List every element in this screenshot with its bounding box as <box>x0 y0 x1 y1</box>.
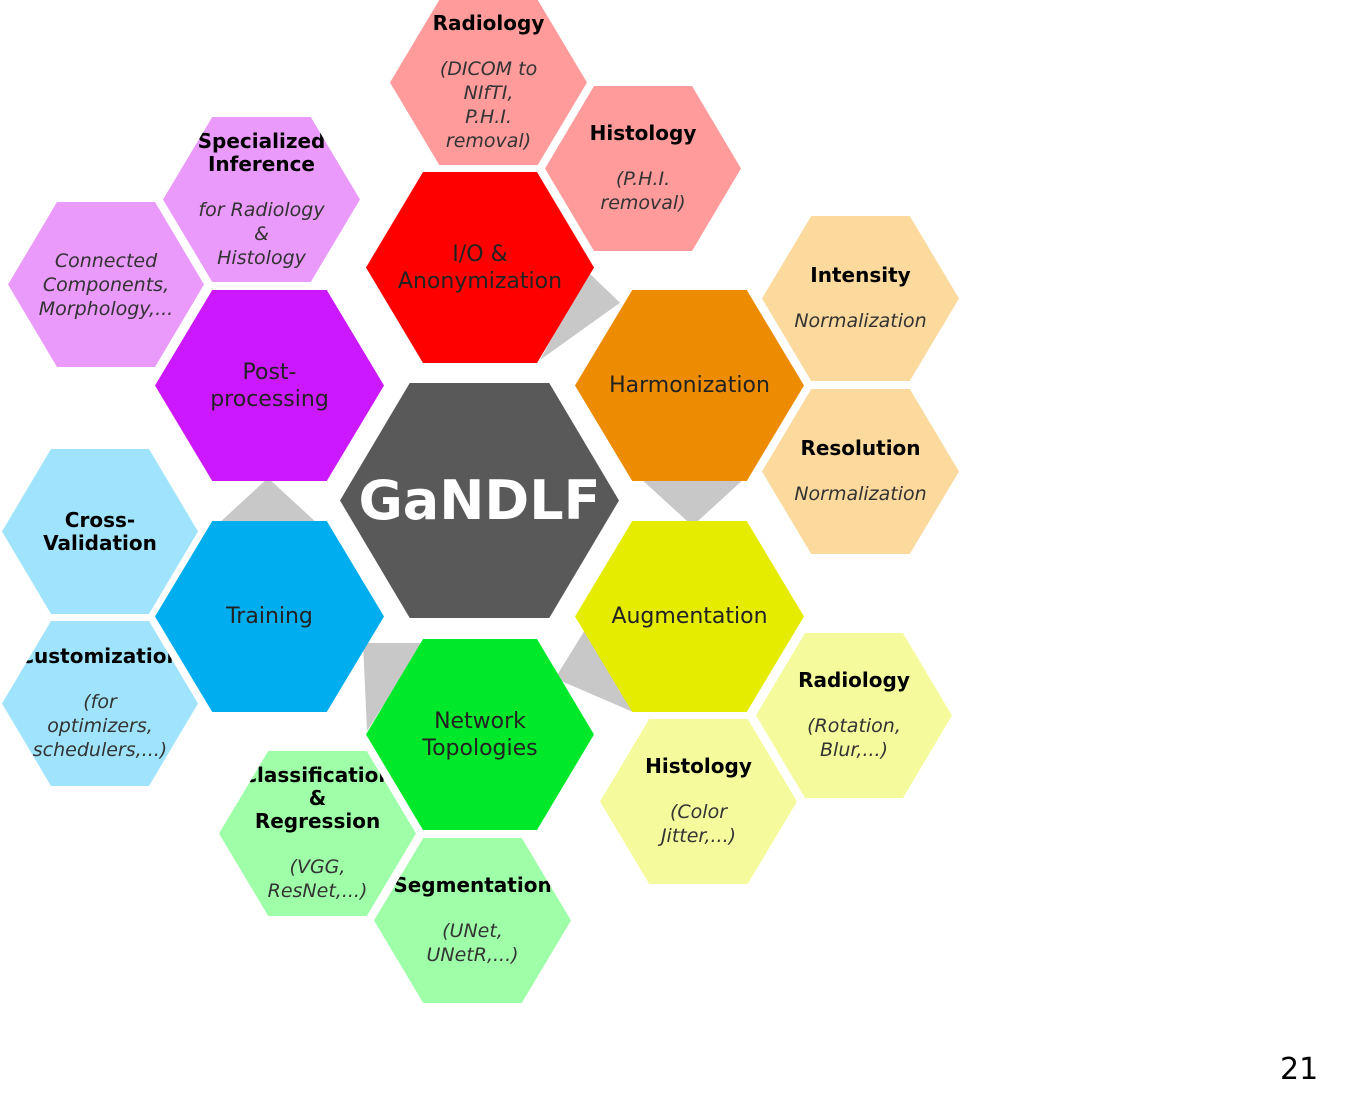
leaf-resolution-subtitle: Normalization <box>794 483 927 505</box>
connector-harmonization-augmentation <box>640 478 745 526</box>
connector-training-postprocessing <box>218 478 318 524</box>
page-number: 21 <box>1280 1052 1319 1087</box>
leaf-resolution-title: Resolution <box>800 436 921 460</box>
leaf-segmentation-subtitle: (UNet, UNetR,...) <box>426 920 519 966</box>
leaf-histology-aug: Histology (Color Jitter,...) <box>600 719 797 884</box>
center-title: GaNDLF <box>358 469 601 532</box>
module-postprocessing-label: Post- processing <box>210 359 329 412</box>
leaf-segmentation-title: Segmentation <box>393 873 552 897</box>
leaf-classification-subtitle: (VGG, ResNet,...) <box>267 856 368 902</box>
module-augmentation: Augmentation <box>575 521 804 712</box>
leaf-radiology-aug: Radiology (Rotation, Blur,...) <box>756 633 952 798</box>
leaf-segmentation: Segmentation (UNet, UNetR,...) <box>374 838 571 1003</box>
leaf-radiology-io-subtitle: (DICOM to NIfTI, P.H.I. removal) <box>439 58 538 152</box>
module-training-label: Training <box>226 604 313 629</box>
leaf-specialized-inference-title: Specialized Inference <box>197 128 326 176</box>
leaf-cross-validation-title: Cross-Validation <box>43 507 157 555</box>
leaf-classification: Classification & Regression (VGG, ResNet… <box>219 751 416 916</box>
leaf-histology-io-title: Histology <box>589 121 697 145</box>
module-io-label: I/O & Anonymization <box>397 241 563 294</box>
module-training: Training <box>155 521 384 712</box>
center-hexagon: GaNDLF <box>340 383 619 618</box>
leaf-customization: Customization (for optimizers, scheduler… <box>2 621 198 786</box>
leaf-intensity-title: Intensity <box>810 263 911 287</box>
leaf-cross-validation: Cross-Validation <box>2 449 198 614</box>
leaf-specialized-inference: Specialized Inference for Radiology & Hi… <box>163 117 360 282</box>
leaf-radiology-io: Radiology (DICOM to NIfTI, P.H.I. remova… <box>390 0 587 165</box>
module-harmonization-label: Harmonization <box>609 373 770 398</box>
leaf-customization-subtitle: (for optimizers, schedulers,...) <box>32 691 168 761</box>
leaf-radiology-io-title: Radiology <box>432 11 545 35</box>
module-postprocessing: Post- processing <box>155 290 384 481</box>
module-augmentation-label: Augmentation <box>611 604 768 629</box>
leaf-connected-subtitle: Connected Components, Morphology,... <box>38 249 174 320</box>
leaf-radiology-aug-subtitle: (Rotation, Blur,...) <box>807 715 901 761</box>
leaf-resolution: Resolution Normalization <box>762 389 959 554</box>
leaf-radiology-aug-title: Radiology <box>798 668 910 692</box>
leaf-intensity-subtitle: Normalization <box>794 310 927 332</box>
leaf-specialized-inference-subtitle: for Radiology & Histology <box>198 198 325 269</box>
leaf-histology-io-subtitle: (P.H.I. removal) <box>600 168 686 214</box>
module-network-label: Network Topologies <box>422 708 538 761</box>
leaf-histology-io: Histology (P.H.I. removal) <box>545 86 741 251</box>
leaf-classification-title: Classification & Regression <box>242 763 393 833</box>
module-harmonization: Harmonization <box>575 290 804 481</box>
leaf-histology-aug-subtitle: (Color Jitter,...) <box>660 801 737 847</box>
leaf-histology-aug-title: Histology <box>645 754 752 778</box>
leaf-intensity: Intensity Normalization <box>762 216 959 381</box>
leaf-customization-title: Customization <box>19 644 181 668</box>
leaf-connected: Connected Components, Morphology,... <box>8 202 204 367</box>
